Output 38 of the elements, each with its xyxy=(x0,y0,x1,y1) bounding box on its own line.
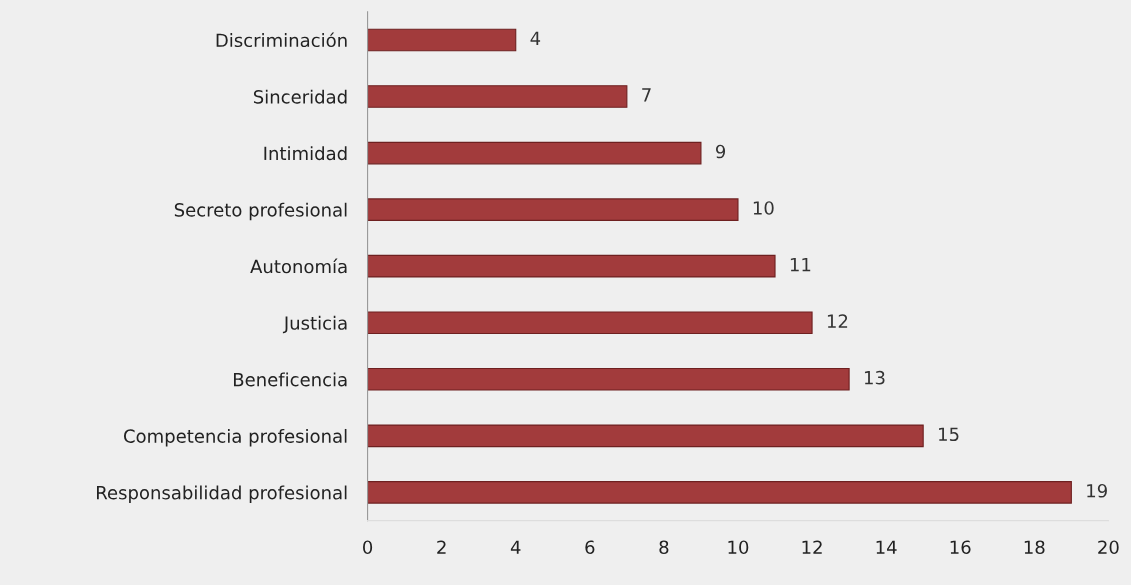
x-tick-label: 20 xyxy=(1098,540,1119,555)
data-label: 12 xyxy=(827,314,848,328)
x-tick-label: 0 xyxy=(363,540,373,555)
bar xyxy=(367,311,813,335)
y-tick-label: Beneficencia xyxy=(233,372,347,387)
bar xyxy=(367,85,628,108)
x-tick-label: 10 xyxy=(728,540,749,555)
y-tick-label: Secreto profesional xyxy=(174,202,347,221)
data-label: 15 xyxy=(939,427,959,442)
bar xyxy=(367,28,517,52)
x-tick-label: 18 xyxy=(1024,540,1045,555)
bar xyxy=(367,424,924,448)
data-label: 10 xyxy=(753,201,774,215)
data-label: 19 xyxy=(1087,483,1107,498)
x-tick-label: 4 xyxy=(510,540,521,554)
x-tick-label: 14 xyxy=(876,540,897,554)
bar xyxy=(367,254,776,278)
y-tick-label: Autonomía xyxy=(250,258,347,274)
data-label: 7 xyxy=(642,88,651,102)
x-tick-label: 2 xyxy=(437,540,446,554)
y-tick-label: Responsabilidad profesional xyxy=(97,485,347,503)
x-tick-label: 6 xyxy=(585,540,595,555)
bar xyxy=(367,198,739,221)
data-label: 4 xyxy=(530,31,541,45)
bar xyxy=(367,481,1072,504)
bar xyxy=(367,141,702,165)
y-tick-label: Intimidad xyxy=(264,146,347,161)
bar xyxy=(367,367,850,391)
data-label: 13 xyxy=(864,370,885,385)
y-tick-label: Competencia profesional xyxy=(123,428,347,447)
x-tick-label: 16 xyxy=(950,540,971,555)
data-label: 11 xyxy=(790,257,811,272)
x-tick-label: 8 xyxy=(659,540,669,555)
y-tick-label: Discriminación xyxy=(216,32,347,48)
data-label: 9 xyxy=(715,144,726,159)
x-tick-label: 12 xyxy=(802,540,822,554)
y-tick-label: Sinceridad xyxy=(253,89,347,104)
y-tick-label: Justicia xyxy=(282,315,347,334)
